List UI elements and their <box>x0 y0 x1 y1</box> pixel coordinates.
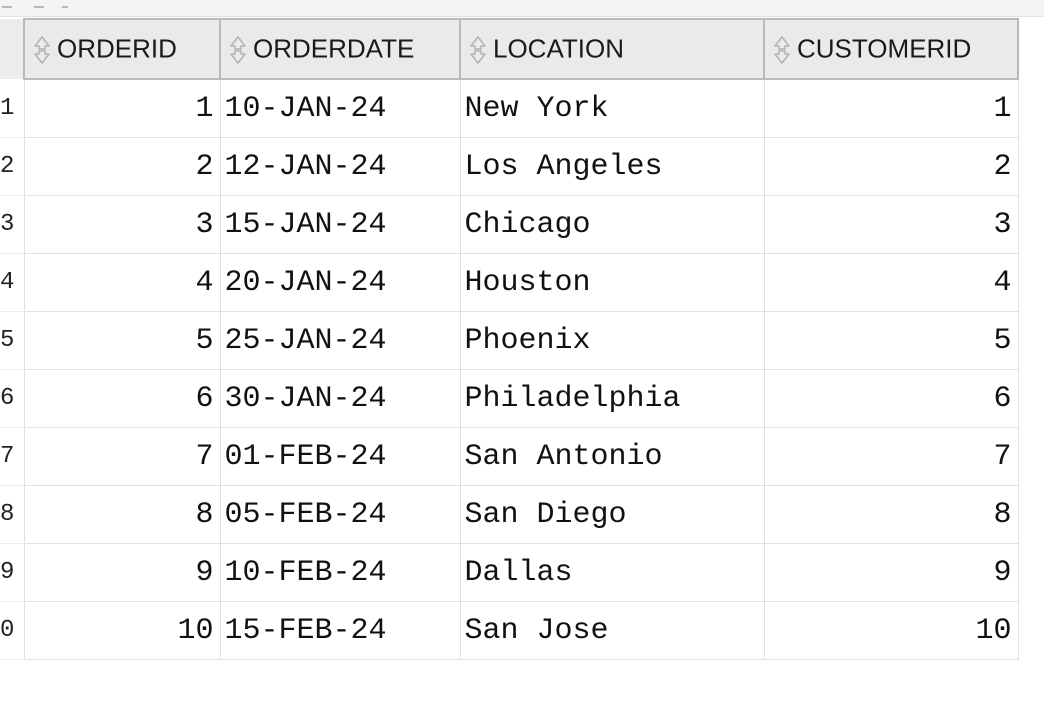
row-number: 8 <box>0 485 24 544</box>
cell-location[interactable]: Dallas <box>459 543 765 602</box>
row-number: 7 <box>0 427 24 486</box>
table-row[interactable]: 8 8 05-FEB-24 San Diego 8 <box>0 485 1019 544</box>
table-row[interactable]: 2 2 12-JAN-24 Los Angeles 2 <box>0 137 1019 196</box>
cell-orderdate[interactable]: 20-JAN-24 <box>219 253 461 312</box>
column-header-label: LOCATION <box>493 34 624 65</box>
table-row[interactable]: 3 3 15-JAN-24 Chicago 3 <box>0 195 1019 254</box>
column-header-label: ORDERID <box>57 34 177 65</box>
cell-orderdate[interactable]: 25-JAN-24 <box>219 311 461 370</box>
table-row[interactable]: 1 1 10-JAN-24 New York 1 <box>0 78 1019 138</box>
cell-customerid[interactable]: 2 <box>763 137 1019 196</box>
column-header-orderdate[interactable]: ORDERDATE <box>219 18 461 80</box>
row-number: 5 <box>0 311 24 370</box>
cell-orderid[interactable]: 7 <box>23 427 221 486</box>
row-number: 1 <box>0 79 24 138</box>
cell-orderid[interactable]: 1 <box>23 78 221 138</box>
cell-orderid[interactable]: 10 <box>23 601 221 660</box>
cell-location[interactable]: New York <box>459 78 765 138</box>
toolbar-icon[interactable] <box>34 0 44 8</box>
column-header-label: ORDERDATE <box>253 34 415 65</box>
cell-location[interactable]: San Diego <box>459 485 765 544</box>
cell-orderid[interactable]: 8 <box>23 485 221 544</box>
cell-customerid[interactable]: 6 <box>763 369 1019 428</box>
table-row[interactable]: 5 5 25-JAN-24 Phoenix 5 <box>0 311 1019 370</box>
cell-customerid[interactable]: 4 <box>763 253 1019 312</box>
cell-customerid[interactable]: 5 <box>763 311 1019 370</box>
cell-orderdate[interactable]: 30-JAN-24 <box>219 369 461 428</box>
cell-location[interactable]: Houston <box>459 253 765 312</box>
table-row[interactable]: 6 6 30-JAN-24 Philadelphia 6 <box>0 369 1019 428</box>
row-number: 4 <box>0 253 24 312</box>
sort-arrows-icon[interactable] <box>467 34 489 66</box>
grid-body: 1 1 10-JAN-24 New York 1 2 2 12-JAN-24 Los Angel… <box>0 78 1019 660</box>
cell-orderdate[interactable]: 01-FEB-24 <box>219 427 461 486</box>
row-number: 0 <box>0 601 24 660</box>
cell-customerid[interactable]: 10 <box>763 601 1019 660</box>
column-header-customerid[interactable]: CUSTOMERID <box>763 18 1019 80</box>
results-toolbar <box>0 0 1044 17</box>
cell-orderid[interactable]: 2 <box>23 137 221 196</box>
cell-customerid[interactable]: 1 <box>763 78 1019 138</box>
cell-customerid[interactable]: 3 <box>763 195 1019 254</box>
cell-orderdate[interactable]: 15-JAN-24 <box>219 195 461 254</box>
sort-arrows-icon[interactable] <box>771 34 793 66</box>
cell-location[interactable]: San Antonio <box>459 427 765 486</box>
sort-arrows-icon[interactable] <box>227 34 249 66</box>
column-header-location[interactable]: LOCATION <box>459 18 765 80</box>
table-row[interactable]: 7 7 01-FEB-24 San Antonio 7 <box>0 427 1019 486</box>
row-number: 2 <box>0 137 24 196</box>
table-row[interactable]: 0 10 15-FEB-24 San Jose 10 <box>0 601 1019 660</box>
cell-orderid[interactable]: 5 <box>23 311 221 370</box>
toolbar-icon[interactable] <box>62 0 68 8</box>
cell-customerid[interactable]: 7 <box>763 427 1019 486</box>
cell-location[interactable]: Los Angeles <box>459 137 765 196</box>
column-header-orderid[interactable]: ORDERID <box>23 18 221 80</box>
cell-customerid[interactable]: 8 <box>763 485 1019 544</box>
header-row: ORDERID ORDERDATE LOCATION CUSTOMERID <box>0 18 1019 80</box>
cell-orderid[interactable]: 4 <box>23 253 221 312</box>
cell-customerid[interactable]: 9 <box>763 543 1019 602</box>
cell-orderid[interactable]: 6 <box>23 369 221 428</box>
cell-orderid[interactable]: 3 <box>23 195 221 254</box>
cell-orderdate[interactable]: 10-JAN-24 <box>219 78 461 138</box>
table-row[interactable]: 4 4 20-JAN-24 Houston 4 <box>0 253 1019 312</box>
sort-arrows-icon[interactable] <box>31 34 53 66</box>
cell-orderdate[interactable]: 05-FEB-24 <box>219 485 461 544</box>
cell-orderid[interactable]: 9 <box>23 543 221 602</box>
toolbar-icon[interactable] <box>2 0 12 8</box>
row-number: 9 <box>0 543 24 602</box>
row-number: 3 <box>0 195 24 254</box>
cell-location[interactable]: Phoenix <box>459 311 765 370</box>
cell-location[interactable]: San Jose <box>459 601 765 660</box>
row-number: 6 <box>0 369 24 428</box>
column-header-label: CUSTOMERID <box>797 34 972 65</box>
cell-orderdate[interactable]: 12-JAN-24 <box>219 137 461 196</box>
table-row[interactable]: 9 9 10-FEB-24 Dallas 9 <box>0 543 1019 602</box>
cell-orderdate[interactable]: 15-FEB-24 <box>219 601 461 660</box>
cell-location[interactable]: Philadelphia <box>459 369 765 428</box>
cell-location[interactable]: Chicago <box>459 195 765 254</box>
cell-orderdate[interactable]: 10-FEB-24 <box>219 543 461 602</box>
row-number-header <box>0 19 24 79</box>
